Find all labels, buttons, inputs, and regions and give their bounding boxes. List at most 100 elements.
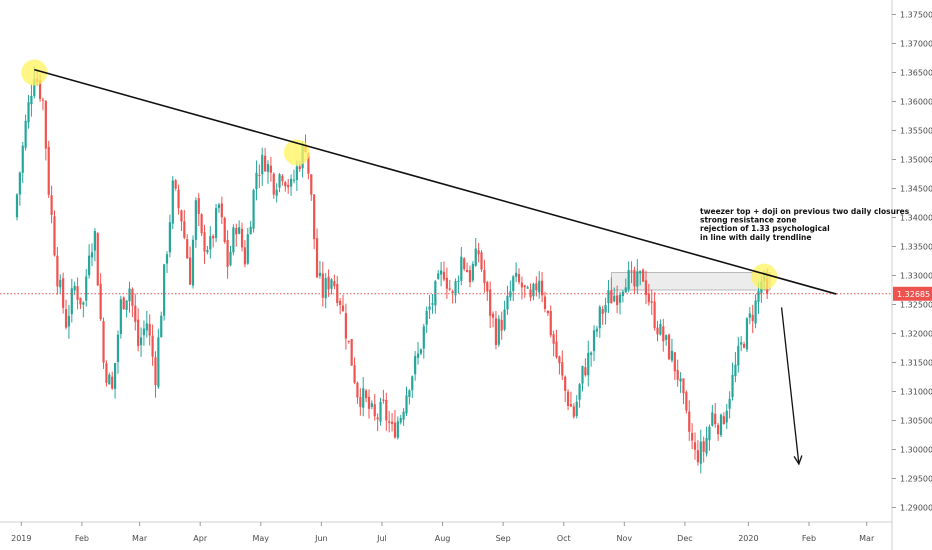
candle-down (644, 280, 648, 296)
candle-down (76, 286, 79, 300)
candle-up (88, 255, 91, 276)
candle-down (393, 422, 397, 438)
candle-down (298, 166, 301, 170)
candle-down (284, 182, 287, 187)
candle-up (624, 287, 627, 293)
candle-up (411, 376, 414, 391)
annotation-line: tweezer top + doji on previous two daily… (700, 207, 910, 216)
projection-arrow-head (793, 455, 803, 466)
candle-down (105, 363, 108, 383)
candle-down (350, 339, 353, 366)
candle-down (676, 369, 679, 380)
candle-up (618, 294, 622, 303)
candle-down (382, 399, 385, 401)
candle-down (313, 194, 316, 240)
candle-down (333, 281, 336, 287)
candle-up (165, 254, 169, 264)
candle-up (705, 437, 708, 454)
x-tick-label: Jun (314, 534, 328, 543)
candle-down (564, 376, 567, 391)
candle-up (497, 318, 500, 345)
candle-down (555, 341, 558, 358)
candle-up (592, 330, 596, 352)
candle-down (344, 313, 348, 339)
candle-up (578, 384, 581, 400)
candle-down (641, 269, 645, 282)
candle-down (442, 271, 446, 280)
candle-up (191, 239, 195, 286)
candle-down (601, 309, 604, 314)
candle-down (327, 276, 330, 290)
candle-up (708, 426, 711, 441)
x-tick-label: Nov (617, 534, 633, 543)
candle-down (151, 335, 154, 357)
candle-up (659, 324, 662, 335)
candle-down (272, 173, 275, 195)
candle-down (235, 228, 238, 235)
candle-up (116, 334, 120, 362)
candle-down (79, 297, 82, 305)
candle-down (200, 214, 203, 234)
candle-up (587, 352, 590, 376)
candle-down (38, 79, 42, 99)
candle-down (341, 305, 345, 311)
candle-up (379, 401, 382, 422)
x-tick-label: 2019 (11, 534, 31, 543)
candle-down (367, 396, 371, 409)
candle-down (465, 270, 469, 273)
candle-down (546, 310, 549, 314)
x-tick-label: May (253, 534, 270, 543)
candle-up (425, 310, 428, 325)
plot-background (0, 0, 892, 522)
candle-up (142, 328, 146, 336)
candle-down (682, 378, 685, 394)
candle-up (440, 270, 443, 275)
candle-up (639, 270, 642, 274)
candle-up (636, 271, 639, 287)
candle-down (558, 356, 561, 364)
y-tick-label: 1.36500 (900, 69, 932, 78)
candle-up (70, 288, 73, 315)
candle-up (503, 309, 506, 330)
candle-down (269, 165, 272, 173)
candle-up (725, 410, 728, 423)
candle-up (538, 280, 541, 293)
candle-up (171, 180, 174, 224)
candle-up (471, 263, 474, 281)
candle-up (252, 189, 255, 229)
trendline (34, 68, 837, 295)
candle-up (575, 401, 578, 417)
candle-up (414, 356, 417, 375)
candle-up (27, 102, 30, 123)
candle-up (454, 281, 457, 296)
candle-down (134, 305, 137, 322)
candle-down (154, 357, 157, 386)
candle-down (188, 257, 192, 285)
candle-down (111, 376, 114, 389)
candle-down (388, 421, 391, 423)
candle-down (451, 291, 454, 294)
candle-up (214, 208, 218, 238)
candle-up (275, 189, 278, 196)
candle-up (295, 166, 298, 181)
candle-down (390, 421, 394, 424)
annotation-text: tweezer top + doji on previous two daily… (700, 207, 910, 242)
candle-down (584, 367, 587, 376)
candle-down (561, 362, 564, 376)
candle-up (598, 306, 601, 329)
highlight-circle (751, 263, 778, 290)
candle-up (734, 364, 737, 377)
y-tick-label: 1.37500 (900, 11, 932, 20)
candle-up (457, 280, 460, 282)
candle-down (243, 247, 247, 265)
candle-up (419, 349, 423, 354)
candle-up (157, 337, 160, 387)
y-tick-label: 1.37000 (900, 40, 932, 49)
candle-up (526, 287, 529, 289)
candle-up (422, 326, 425, 349)
candle-up (757, 291, 760, 302)
candle-down (540, 280, 544, 296)
candle-up (160, 315, 163, 338)
candle-up (206, 250, 209, 253)
